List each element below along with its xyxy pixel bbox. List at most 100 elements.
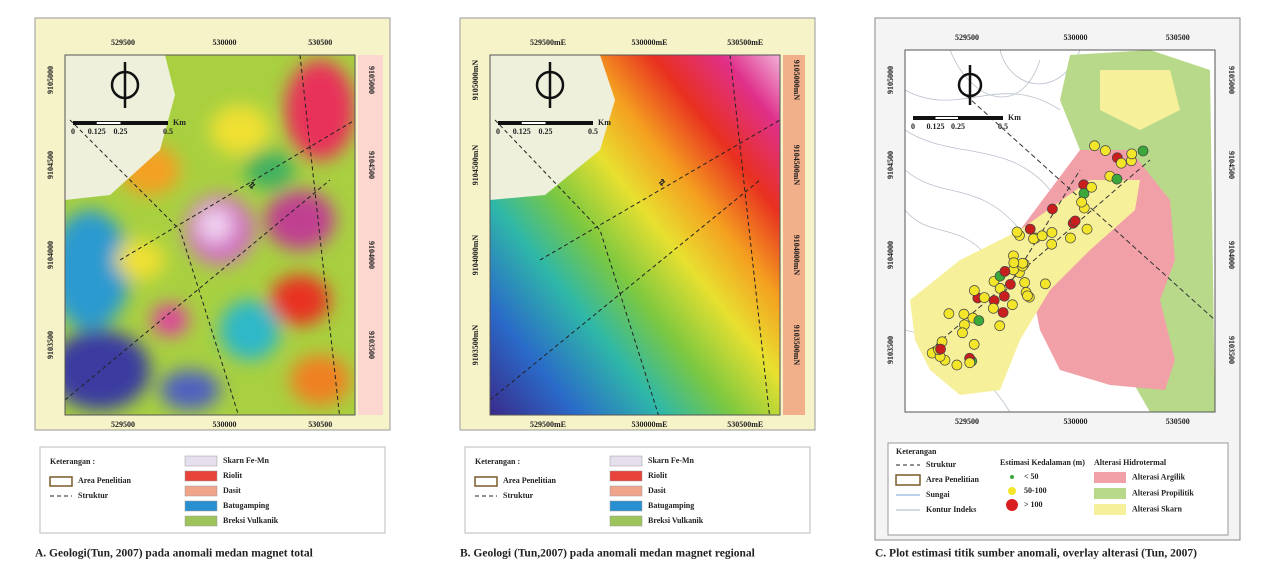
legend-swatch	[185, 501, 217, 511]
map-decoration	[265, 190, 335, 250]
magnetic-map	[50, 55, 355, 420]
x-coordinate-label: 530500	[308, 38, 332, 47]
y-coordinate-label: 9104500mN	[792, 145, 801, 186]
map-decoration	[152, 304, 188, 336]
y-coordinate-label: 9103500	[886, 336, 895, 364]
map-decoration	[285, 60, 355, 160]
map-decoration	[270, 275, 330, 325]
scale-unit: Km	[1008, 113, 1021, 122]
legend-swatch	[1094, 504, 1126, 515]
x-coordinate-label: 530000	[213, 420, 237, 429]
y-coordinate-label: 9105000	[886, 66, 895, 94]
source-dot	[1138, 146, 1148, 156]
scale-label: 0.125	[513, 127, 531, 136]
legend-swatch	[185, 456, 217, 466]
source-dot	[959, 309, 969, 319]
y-coordinate-label: 9104000mN	[792, 235, 801, 276]
legend-swatch	[185, 516, 217, 526]
legend-label: Dasit	[223, 486, 241, 495]
y-coordinate-label: 9105000	[367, 66, 376, 94]
legend-label: Area Penelitian	[78, 476, 132, 485]
x-coordinate-label: 529500mE	[530, 38, 566, 47]
legend-swatch	[1094, 488, 1126, 499]
source-dot	[1082, 224, 1092, 234]
y-coordinate-label: 9105000	[1227, 66, 1236, 94]
y-coordinate-label: 9105000	[46, 66, 55, 94]
source-dot	[969, 286, 979, 296]
y-coordinate-label: 9103500mN	[471, 325, 480, 366]
legend-swatch	[610, 456, 642, 466]
legend-swatch	[185, 471, 217, 481]
source-dot	[1005, 279, 1015, 289]
legend-swatch	[610, 516, 642, 526]
source-dot	[1022, 291, 1032, 301]
scale-label: 0.5	[588, 127, 598, 136]
legend-label: Sungai	[926, 490, 950, 499]
y-coordinate-label: 9105000mN	[471, 60, 480, 101]
y-coordinate-label: 9104500	[46, 151, 55, 179]
source-dot	[1047, 227, 1057, 237]
source-dot	[1000, 266, 1010, 276]
legend-swatch	[610, 486, 642, 496]
x-coordinate-label: 530000	[1064, 417, 1088, 426]
source-dot	[1040, 279, 1050, 289]
source-dot	[1047, 204, 1057, 214]
legend-label: Area Penelitian	[926, 475, 980, 484]
source-dot	[944, 309, 954, 319]
legend-label: Alterasi Argilik	[1132, 472, 1186, 481]
scale-label: 0.25	[951, 122, 965, 131]
legend-title: Keterangan :	[50, 457, 95, 466]
scale-label: 0	[496, 127, 500, 136]
scale-label: 0.5	[998, 122, 1008, 131]
legend-label: Batugamping	[223, 501, 269, 510]
alteration-map	[905, 50, 1215, 412]
scale-unit: Km	[173, 118, 186, 127]
legend-swatch	[1094, 472, 1126, 483]
x-coordinate-label: 530000	[213, 38, 237, 47]
source-dot	[1116, 158, 1126, 168]
x-coordinate-label: 530500mE	[727, 420, 763, 429]
scale-bar	[936, 117, 959, 119]
y-coordinate-label: 9103500	[1227, 336, 1236, 364]
x-coordinate-label: 529500	[111, 420, 135, 429]
legend-subtitle: Alterasi Hidrotermal	[1094, 458, 1167, 467]
x-coordinate-label: 529500	[955, 417, 979, 426]
magnetic-map	[490, 55, 780, 420]
legend-label: > 100	[1024, 500, 1043, 509]
legend-label: 50-100	[1024, 486, 1047, 495]
legend-label: Skarn Fe-Mn	[648, 456, 695, 465]
panel-caption: A. Geologi(Tun, 2007) pada anomali medan…	[35, 548, 313, 560]
y-coordinate-label: 9103500mN	[792, 325, 801, 366]
source-dot	[1012, 227, 1022, 237]
x-coordinate-label: 530500	[1166, 417, 1190, 426]
y-coordinate-label: 9104500	[886, 151, 895, 179]
legend-label: Alterasi Propilitik	[1132, 488, 1194, 497]
legend-label: Breksi Vulkanik	[648, 516, 704, 525]
panel-caption: C. Plot estimasi titik sumber anomali, o…	[875, 548, 1197, 560]
legend-label: Kontur Indeks	[926, 505, 976, 514]
legend-label: Struktur	[926, 460, 957, 469]
source-dot	[957, 328, 967, 338]
x-coordinate-label: 529500	[111, 38, 135, 47]
panel-caption: B. Geologi (Tun,2007) pada anomali medan…	[460, 548, 755, 560]
y-coordinate-label: 9104000	[886, 241, 895, 269]
legend-subtitle: Estimasi Kedalaman (m)	[1000, 458, 1085, 467]
legend-label: < 50	[1024, 472, 1039, 481]
source-dot	[974, 316, 984, 326]
scale-label: 0.5	[163, 127, 173, 136]
legend-label: Batugamping	[648, 501, 694, 510]
map-strip	[358, 55, 383, 415]
source-dot	[999, 291, 1009, 301]
source-dot	[1127, 149, 1137, 159]
scale-label: 0.25	[539, 127, 553, 136]
scale-label: 0	[71, 127, 75, 136]
source-dot	[1047, 239, 1057, 249]
legend-label: Riolit	[648, 471, 667, 480]
source-dot	[998, 307, 1008, 317]
legend-label: Struktur	[78, 491, 109, 500]
source-dot	[1100, 146, 1110, 156]
source-dot	[1009, 258, 1019, 268]
legend-dot	[1006, 499, 1018, 511]
x-coordinate-label: 530500mE	[727, 38, 763, 47]
legend-dot	[1010, 475, 1014, 479]
